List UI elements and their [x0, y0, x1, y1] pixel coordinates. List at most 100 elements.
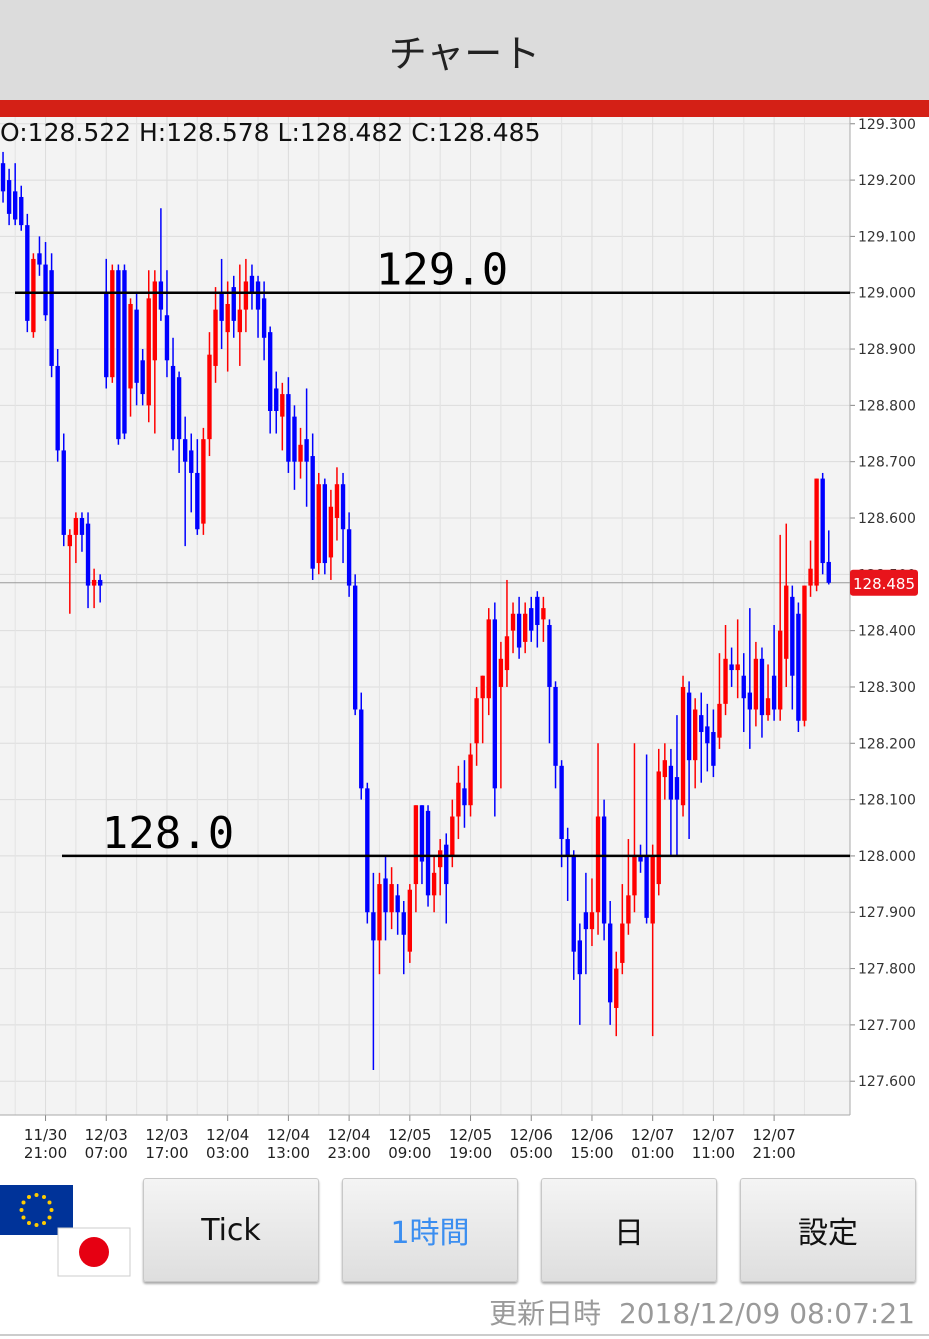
candle-body: [31, 258, 36, 333]
candle-body: [12, 191, 18, 220]
candle-body: [146, 298, 151, 406]
x-tick-label: 12/07 21:00: [752, 1126, 796, 1162]
candle-body: [468, 754, 473, 806]
candle-body: [158, 281, 164, 310]
y-tick-label: 129.200: [858, 173, 916, 189]
candle-body: [808, 568, 813, 586]
candle-body: [359, 709, 364, 789]
candle-body: [559, 765, 564, 840]
candle-body: [662, 760, 668, 778]
candle-body: [692, 709, 698, 761]
candle-body: [717, 703, 722, 738]
candle-body: [626, 895, 631, 924]
candle-body: [729, 664, 734, 671]
y-tick-label: 127.700: [858, 1018, 916, 1034]
y-tick-label: 127.900: [858, 905, 916, 921]
candle-body: [820, 478, 825, 564]
candle-body: [237, 309, 243, 333]
y-tick-label: 128.300: [858, 680, 916, 696]
candle-body: [213, 309, 218, 366]
candle-body: [219, 292, 224, 321]
candle-body: [826, 561, 831, 583]
candle-body: [425, 810, 431, 896]
jp-sun: [79, 1237, 109, 1267]
candle-body: [456, 782, 461, 817]
candle-body: [553, 686, 558, 766]
candle-body: [771, 675, 777, 710]
candle-body: [140, 360, 145, 395]
candle-body: [25, 225, 30, 321]
candle-body: [814, 478, 819, 586]
x-tick-label: 12/05 09:00: [388, 1126, 432, 1162]
candle-body: [182, 439, 188, 462]
accent-stripe: [0, 100, 929, 117]
candle-body: [656, 771, 661, 885]
candle-body: [547, 625, 552, 687]
candle-body: [340, 484, 346, 530]
candle-body: [91, 579, 97, 586]
candle-body: [492, 619, 498, 789]
candle-body: [122, 270, 127, 434]
candle-body: [316, 484, 321, 564]
y-tick-label: 127.600: [858, 1074, 916, 1090]
y-tick-label: 127.800: [858, 962, 916, 978]
candle-body: [474, 698, 479, 744]
candle-body: [128, 303, 133, 389]
candle-body: [668, 765, 674, 800]
chart: 127.600 127.700 127.800 127.900 128.000 128.1…: [0, 117, 918, 1121]
currency-flags: [0, 1185, 131, 1277]
candle-body: [747, 692, 753, 710]
reference-label: 128.0: [102, 808, 234, 859]
candle-body: [522, 613, 528, 642]
y-tick-label: 129.300: [858, 117, 916, 133]
timeframe-button[interactable]: 日: [541, 1178, 717, 1282]
candle-body: [97, 579, 103, 586]
candle-body: [164, 315, 170, 361]
timeframe-button[interactable]: 1時間: [342, 1178, 518, 1282]
candle-body: [189, 450, 194, 473]
candle-body: [280, 394, 285, 417]
x-tick-label: 12/07 01:00: [631, 1126, 675, 1162]
candle-body: [371, 912, 376, 941]
x-tick-label: 12/07 11:00: [691, 1126, 735, 1162]
candle-body: [723, 658, 728, 704]
x-tick-label: 12/03 07:00: [84, 1126, 128, 1162]
candle-body: [19, 196, 24, 226]
eu-stars: [19, 1193, 54, 1227]
x-tick-label: 12/03 17:00: [145, 1126, 189, 1162]
candle-body: [529, 608, 534, 631]
candle-body: [595, 816, 601, 913]
candle-body: [759, 658, 765, 716]
timeframe-button[interactable]: 設定: [740, 1178, 916, 1282]
candle-body: [176, 377, 182, 440]
candle-body: [565, 839, 570, 856]
screen-title: チャート: [388, 31, 541, 76]
candle-body: [0, 163, 6, 192]
y-tick-label: 128.200: [858, 736, 916, 752]
candle-body: [201, 439, 206, 524]
candle-body: [49, 270, 54, 366]
candle-body: [699, 715, 704, 733]
timeframe-button[interactable]: Tick: [143, 1178, 319, 1282]
candle-body: [796, 613, 801, 721]
candle-body: [753, 658, 759, 710]
candle-body: [765, 698, 771, 716]
candle-body: [85, 523, 91, 586]
candle-body: [589, 912, 595, 930]
candle-body: [790, 596, 795, 676]
candle-body: [516, 613, 522, 648]
bottom-rule: [0, 1334, 929, 1336]
ohlc-readout: O:128.522 H:128.578 L:128.482 C:128.485: [0, 118, 541, 147]
candle-body: [583, 912, 589, 930]
x-tick-label: 12/06 15:00: [570, 1126, 614, 1162]
candle-body: [419, 805, 425, 862]
candle-body: [310, 456, 315, 569]
y-tick-label: 128.400: [858, 624, 916, 640]
candle-body: [437, 850, 443, 868]
candle-body: [777, 630, 783, 710]
candle-body: [377, 884, 382, 941]
plot-background: [0, 117, 850, 1115]
candle-body: [207, 354, 212, 440]
candle-body: [170, 365, 176, 440]
